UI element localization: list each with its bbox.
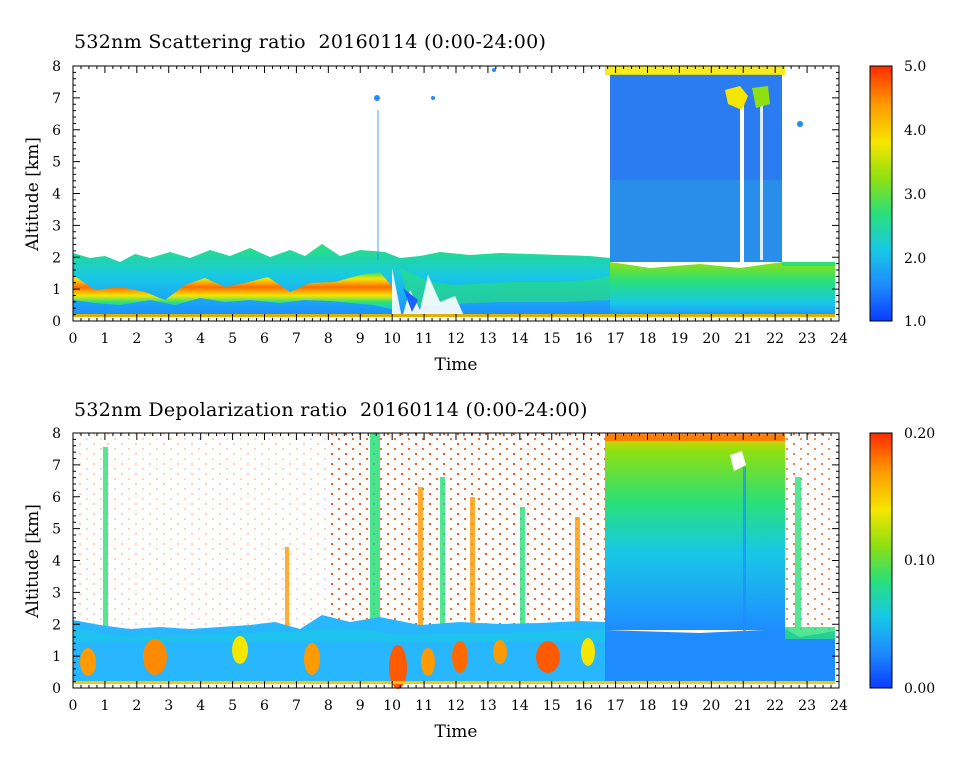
y-tick-label: 7 bbox=[52, 458, 61, 474]
x-tick-label: 3 bbox=[164, 698, 173, 714]
scattering-ratio-panel: 532nm Scattering ratio 20160114 (0:00-24… bbox=[23, 31, 926, 375]
y-tick-label: 8 bbox=[52, 426, 61, 442]
x-tick-label: 21 bbox=[734, 698, 752, 714]
y-tick-label: 6 bbox=[52, 123, 61, 139]
colorbar: 5.0 4.0 3.0 2.0 1.0 bbox=[869, 59, 926, 330]
x-tick-label: 24 bbox=[830, 331, 848, 347]
y-axis-label: Altitude [km] bbox=[23, 504, 43, 619]
x-tick-label: 1 bbox=[100, 331, 109, 347]
x-tick-label: 15 bbox=[543, 698, 561, 714]
y-axis-label: Altitude [km] bbox=[23, 137, 43, 252]
x-tick-label: 2 bbox=[132, 331, 141, 347]
x-axis-ticks: 0 1 2 3 4 5 6 7 8 9 10 11 12 13 14 15 16 17 18 19 20 21 22 23 24 bbox=[69, 66, 848, 347]
x-tick-label: 18 bbox=[639, 331, 657, 347]
x-tick-label: 22 bbox=[766, 331, 784, 347]
y-axis-ticks: 0 1 2 3 4 5 6 7 8 bbox=[52, 59, 839, 330]
depolarization-ratio-panel: 532nm Depolarization ratio 20160114 (0:0… bbox=[0, 367, 960, 752]
y-axis-ticks: 0 1 2 3 4 5 6 7 8 bbox=[52, 426, 839, 697]
colorbar-label: 0.00 bbox=[904, 681, 935, 697]
x-tick-label: 4 bbox=[196, 698, 205, 714]
y-tick-label: 3 bbox=[52, 585, 61, 601]
x-tick-label: 14 bbox=[511, 331, 529, 347]
x-tick-label: 21 bbox=[734, 331, 752, 347]
y-tick-label: 0 bbox=[52, 314, 61, 330]
colorbar: 0.20 0.10 0.00 bbox=[869, 426, 935, 697]
x-tick-label: 14 bbox=[511, 698, 529, 714]
x-tick-label: 13 bbox=[479, 331, 497, 347]
x-tick-label: 12 bbox=[447, 698, 465, 714]
boundary-layer bbox=[73, 615, 605, 684]
x-tick-label: 11 bbox=[415, 698, 433, 714]
colorbar-label: 0.20 bbox=[904, 426, 935, 442]
x-tick-label: 17 bbox=[607, 331, 625, 347]
y-tick-label: 7 bbox=[52, 91, 61, 107]
x-tick-label: 16 bbox=[575, 698, 593, 714]
y-tick-label: 4 bbox=[52, 187, 61, 203]
x-tick-label: 19 bbox=[671, 331, 689, 347]
panel-title: 532nm Scattering ratio 20160114 (0:00-24… bbox=[74, 31, 547, 53]
colorbar-label: 2.0 bbox=[904, 251, 926, 267]
scattering-ratio-chart: 0 1 2 3 4 5 6 7 8 9 10 11 12 13 14 15 16 17 18 19 20 21 22 23 24… bbox=[23, 59, 926, 375]
depolarization-ratio-chart: 0 1 2 3 4 5 6 7 8 9 10 11 12 13 14 15 16 17 18 19 20 21 22 23 24… bbox=[23, 426, 935, 742]
cloud-region bbox=[605, 435, 785, 630]
x-tick-label: 9 bbox=[356, 698, 365, 714]
x-tick-label: 0 bbox=[69, 331, 78, 347]
x-tick-label: 3 bbox=[164, 331, 173, 347]
x-tick-label: 8 bbox=[324, 331, 333, 347]
y-tick-label: 2 bbox=[52, 250, 61, 266]
y-tick-label: 2 bbox=[52, 617, 61, 633]
y-tick-label: 1 bbox=[52, 282, 61, 298]
x-tick-label: 12 bbox=[447, 331, 465, 347]
x-tick-label: 18 bbox=[639, 698, 657, 714]
y-tick-label: 0 bbox=[52, 681, 61, 697]
x-tick-label: 23 bbox=[798, 698, 816, 714]
y-tick-label: 5 bbox=[52, 155, 61, 171]
x-tick-label: 0 bbox=[69, 698, 78, 714]
y-tick-label: 5 bbox=[52, 522, 61, 538]
y-tick-label: 3 bbox=[52, 218, 61, 234]
colorbar-label: 1.0 bbox=[904, 314, 926, 330]
high-ratio-band bbox=[73, 272, 395, 310]
x-tick-label: 19 bbox=[671, 698, 689, 714]
x-tick-label: 5 bbox=[228, 331, 237, 347]
y-tick-label: 6 bbox=[52, 490, 61, 506]
x-axis-label: Time bbox=[435, 355, 478, 375]
colorbar-label: 0.10 bbox=[904, 553, 935, 569]
x-tick-label: 6 bbox=[260, 698, 269, 714]
x-tick-label: 7 bbox=[292, 698, 301, 714]
x-tick-label: 1 bbox=[100, 698, 109, 714]
plot-area bbox=[73, 66, 839, 321]
x-tick-label: 22 bbox=[766, 698, 784, 714]
x-tick-label: 23 bbox=[798, 331, 816, 347]
x-tick-label: 11 bbox=[415, 331, 433, 347]
low-layer bbox=[610, 262, 835, 317]
colorbar-label: 5.0 bbox=[904, 59, 926, 75]
x-tick-label: 13 bbox=[479, 698, 497, 714]
x-tick-label: 17 bbox=[607, 698, 625, 714]
x-tick-label: 10 bbox=[383, 331, 401, 347]
plot-area bbox=[73, 433, 839, 689]
x-tick-label: 7 bbox=[292, 331, 301, 347]
colorbar-label: 3.0 bbox=[904, 187, 926, 203]
colorbar-label: 4.0 bbox=[904, 123, 926, 139]
x-tick-label: 20 bbox=[702, 331, 720, 347]
y-tick-label: 1 bbox=[52, 649, 61, 665]
low-layer bbox=[605, 629, 835, 684]
x-tick-label: 2 bbox=[132, 698, 141, 714]
x-tick-label: 10 bbox=[383, 698, 401, 714]
x-axis-ticks: 0 1 2 3 4 5 6 7 8 9 10 11 12 13 14 15 16 17 18 19 20 21 22 23 24 bbox=[69, 433, 848, 714]
y-tick-label: 8 bbox=[52, 59, 61, 75]
x-tick-label: 24 bbox=[830, 698, 848, 714]
x-tick-label: 6 bbox=[260, 331, 269, 347]
x-axis-label: Time bbox=[435, 722, 478, 742]
x-tick-label: 15 bbox=[543, 331, 561, 347]
panel-title: 532nm Depolarization ratio 20160114 (0:0… bbox=[74, 399, 588, 421]
x-tick-label: 9 bbox=[356, 331, 365, 347]
x-tick-label: 5 bbox=[228, 698, 237, 714]
y-tick-label: 4 bbox=[52, 554, 61, 570]
x-tick-label: 16 bbox=[575, 331, 593, 347]
x-tick-label: 20 bbox=[702, 698, 720, 714]
x-tick-label: 4 bbox=[196, 331, 205, 347]
x-tick-label: 8 bbox=[324, 698, 333, 714]
